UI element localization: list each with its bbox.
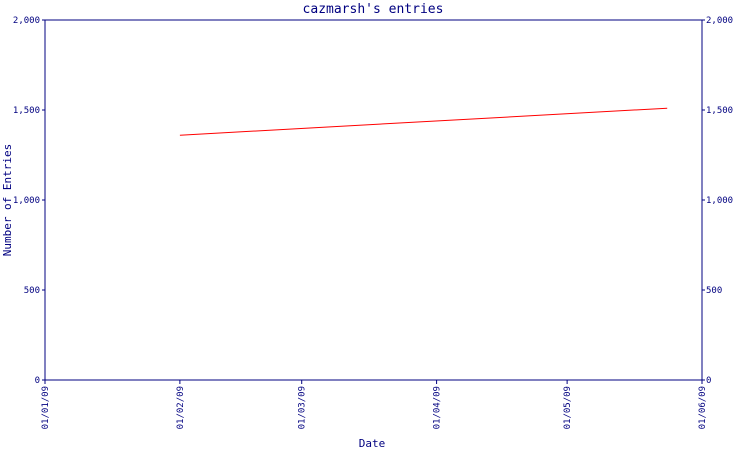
y-tick-label-left: 500 (24, 286, 40, 296)
plot-border (44, 19, 703, 381)
y-axis-title: Number of Entries (1, 144, 14, 257)
chart-title: cazmarsh's entries (303, 2, 444, 17)
series-line (179, 107, 668, 136)
y-tick-label-right: 1,500 (706, 106, 733, 116)
x-axis-title: Date (359, 437, 386, 450)
x-tick-label: 01/06/09 (698, 386, 708, 429)
series-layer (179, 107, 668, 136)
y-tick-label-left: 1,000 (13, 196, 40, 206)
y-tick-label-left: 1,500 (13, 106, 40, 116)
y-tick-label-right: 0 (706, 376, 711, 386)
x-tick-label: 01/05/09 (563, 386, 573, 429)
right-y-axis: 0 500 1,000 1,500 2,000 (702, 16, 733, 386)
x-tick-label: 01/04/09 (433, 386, 443, 429)
x-tick-label: 01/01/09 (41, 386, 51, 429)
x-axis: 01/01/09 01/02/09 01/03/09 01/04/09 01/05/09… (41, 380, 708, 429)
left-y-axis: 0 500 1,000 1,500 2,000 (13, 16, 45, 386)
plot-frame (44, 19, 703, 381)
x-tick-label: 01/03/09 (298, 386, 308, 429)
y-tick-label-left: 2,000 (13, 16, 40, 26)
x-tick-label: 01/02/09 (176, 386, 186, 429)
y-tick-label-right: 1,000 (706, 196, 733, 206)
y-tick-label-left: 0 (35, 376, 40, 386)
y-tick-label-right: 500 (706, 286, 722, 296)
y-tick-label-right: 2,000 (706, 16, 733, 26)
